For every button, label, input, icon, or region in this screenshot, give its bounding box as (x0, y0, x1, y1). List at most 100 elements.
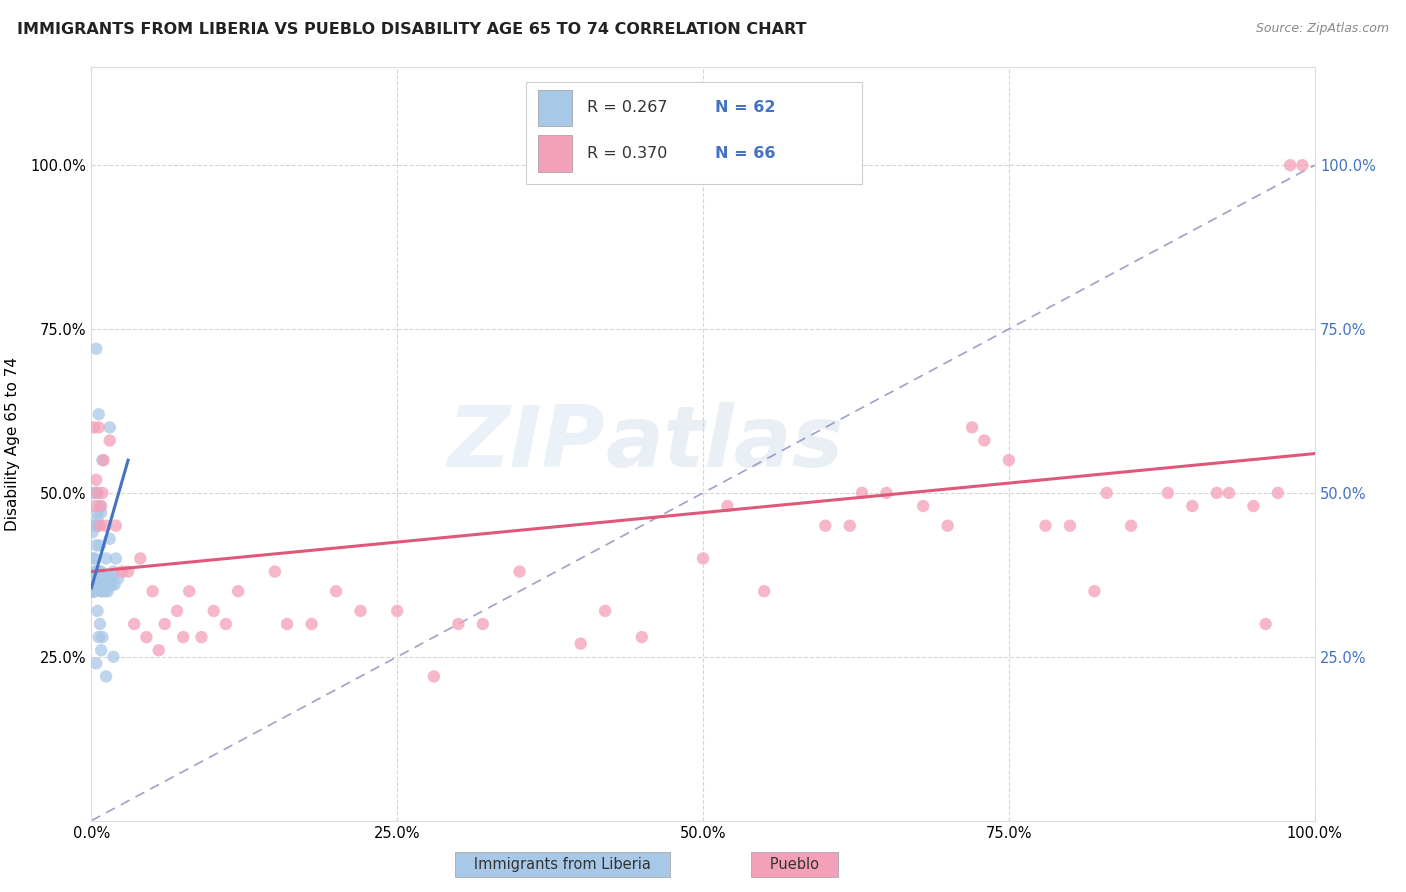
Point (86, 565, 108, 579)
Point (82, 584, 104, 599)
FancyBboxPatch shape (538, 136, 572, 171)
Y-axis label: Disability Age 65 to 74: Disability Age 65 to 74 (4, 357, 20, 531)
Text: IMMIGRANTS FROM LIBERIA VS PUEBLO DISABILITY AGE 65 TO 74 CORRELATION CHART: IMMIGRANTS FROM LIBERIA VS PUEBLO DISABI… (17, 22, 807, 37)
Point (1267, 486, 1289, 500)
Point (111, 565, 134, 579)
Point (91, 453, 114, 467)
Point (90, 577, 112, 591)
Point (202, 604, 225, 618)
Point (1243, 499, 1265, 513)
Point (89, 577, 111, 591)
Point (1083, 584, 1105, 599)
Point (86, 577, 108, 591)
Point (148, 643, 170, 657)
Point (1059, 518, 1081, 533)
Point (107, 571, 129, 585)
Point (1279, 158, 1302, 172)
Point (90, 571, 112, 585)
Point (83, 584, 105, 599)
Point (91, 630, 114, 644)
Point (84, 657, 107, 671)
Point (89, 577, 111, 591)
Point (166, 604, 188, 618)
Point (135, 630, 157, 644)
Point (94, 551, 117, 566)
Point (86, 506, 108, 520)
Point (91, 584, 114, 599)
Point (1205, 486, 1227, 500)
Text: Pueblo: Pueblo (756, 857, 832, 872)
Point (103, 649, 125, 664)
Point (838, 518, 860, 533)
Point (98, 577, 121, 591)
Point (936, 518, 959, 533)
Text: ZIP: ZIP (447, 402, 605, 485)
Point (89, 617, 111, 632)
Point (385, 604, 409, 618)
Text: Source: ZipAtlas.com: Source: ZipAtlas.com (1256, 22, 1389, 36)
Point (875, 486, 898, 500)
Point (264, 565, 287, 579)
Point (83, 584, 105, 599)
Point (87, 630, 110, 644)
Text: Immigrants from Liberia: Immigrants from Liberia (460, 857, 665, 872)
Point (91, 571, 114, 585)
Point (84, 486, 107, 500)
Text: atlas: atlas (605, 402, 844, 485)
Point (91, 486, 114, 500)
Point (91, 571, 114, 585)
Point (86, 518, 108, 533)
Point (90, 643, 112, 657)
Point (960, 420, 983, 434)
Point (87, 420, 110, 434)
FancyBboxPatch shape (538, 89, 572, 126)
Point (89, 577, 111, 591)
Point (91, 577, 114, 591)
Point (509, 565, 531, 579)
Point (1035, 518, 1057, 533)
Text: R = 0.370: R = 0.370 (586, 146, 668, 161)
Point (96, 577, 118, 591)
Point (593, 604, 616, 618)
Point (84, 518, 107, 533)
Point (172, 630, 194, 644)
Point (104, 518, 127, 533)
Point (1291, 158, 1313, 172)
Text: N = 66: N = 66 (716, 146, 776, 161)
Point (93, 571, 115, 585)
Point (84, 473, 107, 487)
Point (190, 630, 212, 644)
Point (82, 584, 104, 599)
Point (89, 499, 111, 513)
Point (82, 571, 104, 585)
Point (104, 551, 127, 566)
Point (90, 584, 112, 599)
Point (89, 538, 111, 552)
Point (83, 420, 105, 434)
Point (87, 565, 110, 579)
Point (98, 434, 121, 448)
Point (1181, 499, 1204, 513)
Point (101, 571, 124, 585)
Point (215, 617, 238, 632)
Point (117, 565, 139, 579)
Point (90, 499, 112, 513)
Point (94, 518, 117, 533)
Point (349, 604, 371, 618)
Point (141, 584, 163, 599)
Point (301, 617, 323, 632)
Point (90, 565, 112, 579)
Point (90, 506, 112, 520)
Point (93, 453, 115, 467)
Point (84, 565, 107, 579)
Point (94, 577, 117, 591)
Point (423, 669, 446, 683)
Point (814, 518, 837, 533)
Point (83, 486, 105, 500)
Point (83, 584, 105, 599)
Point (86, 486, 108, 500)
Point (83, 577, 105, 591)
Point (84, 577, 107, 591)
Point (98, 577, 121, 591)
Point (83, 577, 105, 591)
